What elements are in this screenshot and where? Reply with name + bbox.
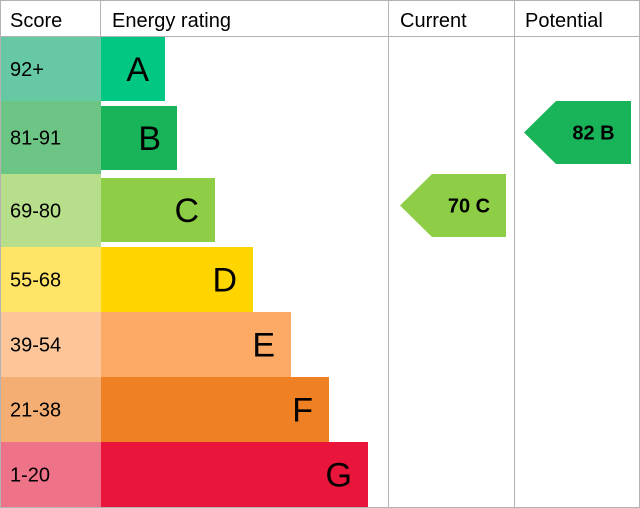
band-letter: B [138, 120, 161, 158]
band-bar-g [101, 442, 368, 507]
score-cell-d [0, 247, 101, 312]
band-letter: A [126, 51, 149, 89]
band-row-g: 1-20 G [0, 442, 368, 507]
band-bar-c [101, 178, 215, 242]
current-rating-arrow: 70 C [400, 174, 506, 237]
score-range-label: 55-68 [10, 270, 61, 292]
band-letter: F [292, 392, 313, 430]
potential-rating-arrow-label: 82 B [572, 123, 614, 145]
band-letter: E [252, 327, 275, 365]
header-potential: Potential [525, 10, 603, 32]
score-range-label: 21-38 [10, 400, 61, 422]
band-bar-a [101, 37, 165, 101]
score-cell-c [0, 174, 101, 247]
current-rating-arrow-label: 70 C [448, 196, 490, 218]
band-row-c: 69-80 C [0, 174, 215, 247]
band-letter: G [326, 457, 352, 495]
band-letter: D [212, 262, 237, 300]
band-letter: C [174, 192, 199, 230]
header-row: Score Energy rating Current Potential [10, 10, 603, 32]
band-row-a: 92+ A [0, 37, 165, 101]
score-range-label: 92+ [10, 59, 44, 81]
potential-rating-arrow: 82 B [524, 101, 631, 164]
band-bar-b [101, 106, 177, 170]
score-cell-f [0, 377, 101, 442]
rating-arrows: 70 C 82 B [400, 101, 631, 237]
band-bar-d [101, 247, 253, 312]
score-cell-e [0, 312, 101, 377]
current-rating-arrow-shape [400, 174, 506, 237]
band-row-e: 39-54 E [0, 312, 291, 377]
score-range-label: 39-54 [10, 335, 61, 357]
band-row-b: 81-91 B [0, 101, 177, 174]
score-cell-a [0, 37, 101, 101]
band-bar-e [101, 312, 291, 377]
header-score: Score [10, 10, 62, 32]
score-range-label: 69-80 [10, 201, 61, 223]
score-cell-b [0, 101, 101, 174]
band-row-d: 55-68 D [0, 247, 253, 312]
header-current: Current [400, 10, 467, 32]
band-bar-f [101, 377, 329, 442]
rating-bands: 92+ A 81-91 B 69-80 C 55-68 D 39-54 E 21-38 F 1-20 G [0, 37, 368, 507]
score-range-label: 1-20 [10, 465, 50, 487]
score-range-label: 81-91 [10, 128, 61, 150]
potential-rating-arrow-shape [524, 101, 631, 164]
band-row-f: 21-38 F [0, 377, 329, 442]
header-energy-rating: Energy rating [112, 10, 231, 32]
score-cell-g [0, 442, 101, 507]
